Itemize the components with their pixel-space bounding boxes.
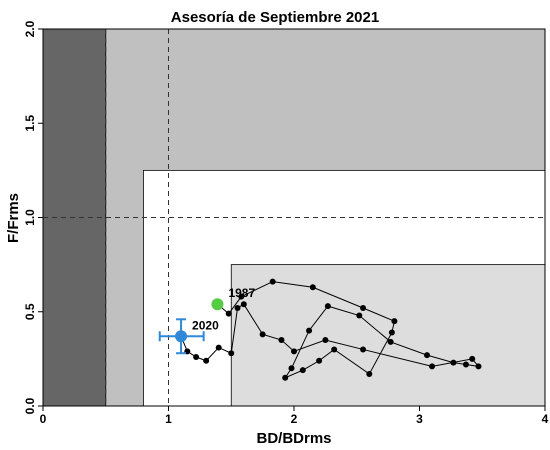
data-point (225, 310, 232, 317)
data-point (429, 363, 436, 370)
data-point (322, 337, 329, 344)
data-point (234, 304, 241, 311)
y-tick-label: 1.0 (23, 209, 37, 226)
x-tick-label: 1 (165, 412, 172, 426)
data-point (288, 365, 295, 372)
x-tick-label: 3 (416, 412, 423, 426)
x-axis-label: BD/BDrms (256, 430, 331, 447)
region-3 (230, 264, 546, 407)
data-point (215, 344, 222, 351)
highlighted-points: 1987 2020 (158, 286, 255, 355)
data-point (469, 355, 476, 362)
highlight-label-1987: 1987 (228, 286, 255, 300)
data-point (424, 352, 431, 359)
data-point (306, 327, 313, 334)
y-tick-label: 2.0 (23, 20, 37, 37)
x-tick-label: 2 (291, 412, 298, 426)
reference-lines (43, 29, 545, 406)
data-point (450, 359, 457, 366)
data-point (331, 346, 338, 353)
data-point (238, 293, 245, 300)
data-point (360, 346, 367, 353)
highlight-label-2020: 2020 (192, 318, 219, 332)
data-point (366, 370, 373, 377)
data-point (259, 331, 266, 338)
y-axis-label: F/Frms (5, 193, 22, 243)
y-axis: 0.0 0.5 1.0 1.5 2.0 (23, 20, 43, 414)
data-point (269, 278, 276, 285)
x-axis: 0 1 2 3 4 (40, 406, 549, 426)
data-point (360, 304, 367, 311)
data-point (475, 363, 482, 370)
data-point (291, 348, 297, 355)
data-point (240, 301, 247, 308)
x-tick-label: 0 (40, 412, 47, 426)
y-tick-label: 0.5 (23, 303, 37, 320)
highlight-point-2020 (175, 330, 188, 343)
data-point (228, 350, 235, 357)
data-point (316, 357, 323, 364)
data-point (299, 367, 306, 374)
y-tick-label: 1.5 (23, 115, 37, 132)
data-point (356, 312, 363, 319)
x-tick-label: 4 (542, 412, 549, 426)
data-point (203, 357, 210, 364)
data-point (309, 284, 316, 291)
data-point (388, 329, 395, 336)
chart-title: Asesoría de Septiembre 2021 (171, 9, 379, 26)
data-point (282, 374, 289, 381)
data-point (391, 318, 398, 325)
data-point (324, 303, 331, 310)
data-point (193, 353, 200, 360)
series-line (178, 278, 482, 381)
data-point (387, 338, 394, 345)
data-point (278, 337, 285, 344)
highlight-point-1987 (211, 298, 224, 311)
data-point (462, 361, 469, 368)
y-tick-label: 0.0 (23, 397, 37, 414)
